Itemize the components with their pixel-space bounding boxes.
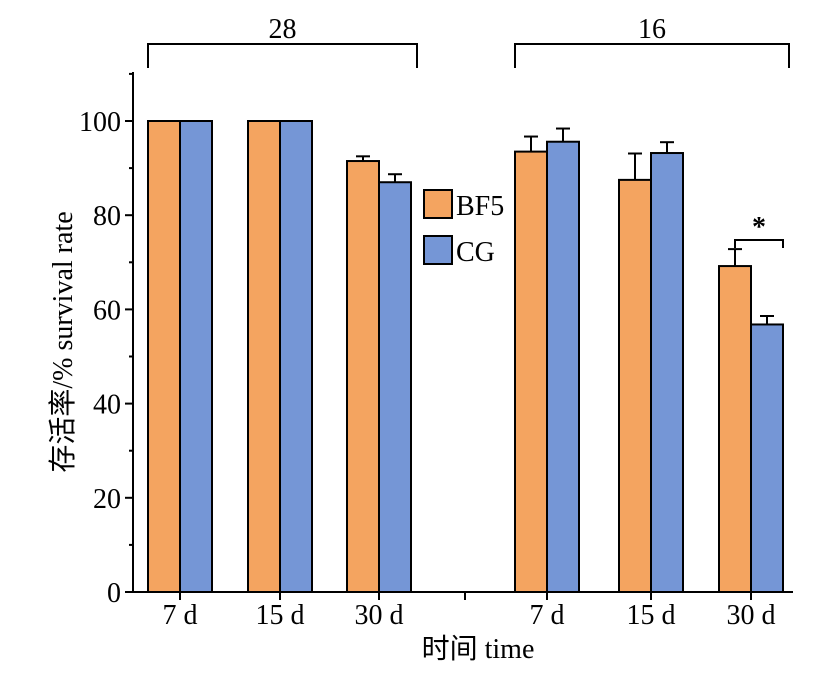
bar-bf5 xyxy=(147,120,181,593)
legend-swatch-bf5 xyxy=(423,189,453,219)
y-axis-title: 存活率/% survival rate xyxy=(47,211,79,472)
legend-label-cg: CG xyxy=(456,237,495,268)
bar-cg xyxy=(279,120,313,593)
legend-label-bf5: BF5 xyxy=(456,191,504,222)
bar-bf5 xyxy=(718,265,752,593)
significance-label: * xyxy=(752,212,766,243)
significance-marker: * xyxy=(734,212,784,248)
x-tick-label: 15 d xyxy=(256,600,305,631)
legend-swatch-cg xyxy=(423,235,453,265)
y-tick-label: 40 xyxy=(93,390,121,421)
bar-bf5 xyxy=(247,120,281,593)
group-label: 16 xyxy=(638,14,666,45)
group-label: 28 xyxy=(269,14,297,45)
group-bracket xyxy=(147,43,418,68)
error-bars xyxy=(356,127,774,325)
x-tick-label: 30 d xyxy=(355,600,404,631)
bar-cg xyxy=(650,152,684,593)
bar-cg xyxy=(750,323,784,593)
bar-series xyxy=(147,120,784,594)
x-tick-label: 7 d xyxy=(530,600,565,631)
bar-bf5 xyxy=(514,150,548,594)
axes: 0 20 40 60 80 100 7 d 15 d 30 d 7 d 15 d 30 d xyxy=(79,72,793,631)
bar-bf5 xyxy=(618,178,652,593)
bar-bf5 xyxy=(346,160,380,593)
y-tick-label: 60 xyxy=(93,295,121,326)
group-bracket xyxy=(514,43,790,68)
x-tick-label: 7 d xyxy=(163,600,198,631)
bar-cg xyxy=(179,120,213,593)
x-tick-label: 30 d xyxy=(727,600,776,631)
legend: BF5 CG xyxy=(423,189,504,268)
group-brackets: 28 16 xyxy=(147,14,790,68)
x-tick-label: 15 d xyxy=(627,600,676,631)
y-tick-label: 100 xyxy=(79,107,121,138)
bar-cg xyxy=(378,181,412,593)
y-tick-label: 0 xyxy=(107,578,121,609)
significance-bracket xyxy=(734,239,784,248)
bar-cg xyxy=(546,140,580,593)
y-tick-label: 80 xyxy=(93,201,121,232)
x-axis-title: 时间 time xyxy=(422,633,535,665)
y-tick-label: 20 xyxy=(93,484,121,515)
